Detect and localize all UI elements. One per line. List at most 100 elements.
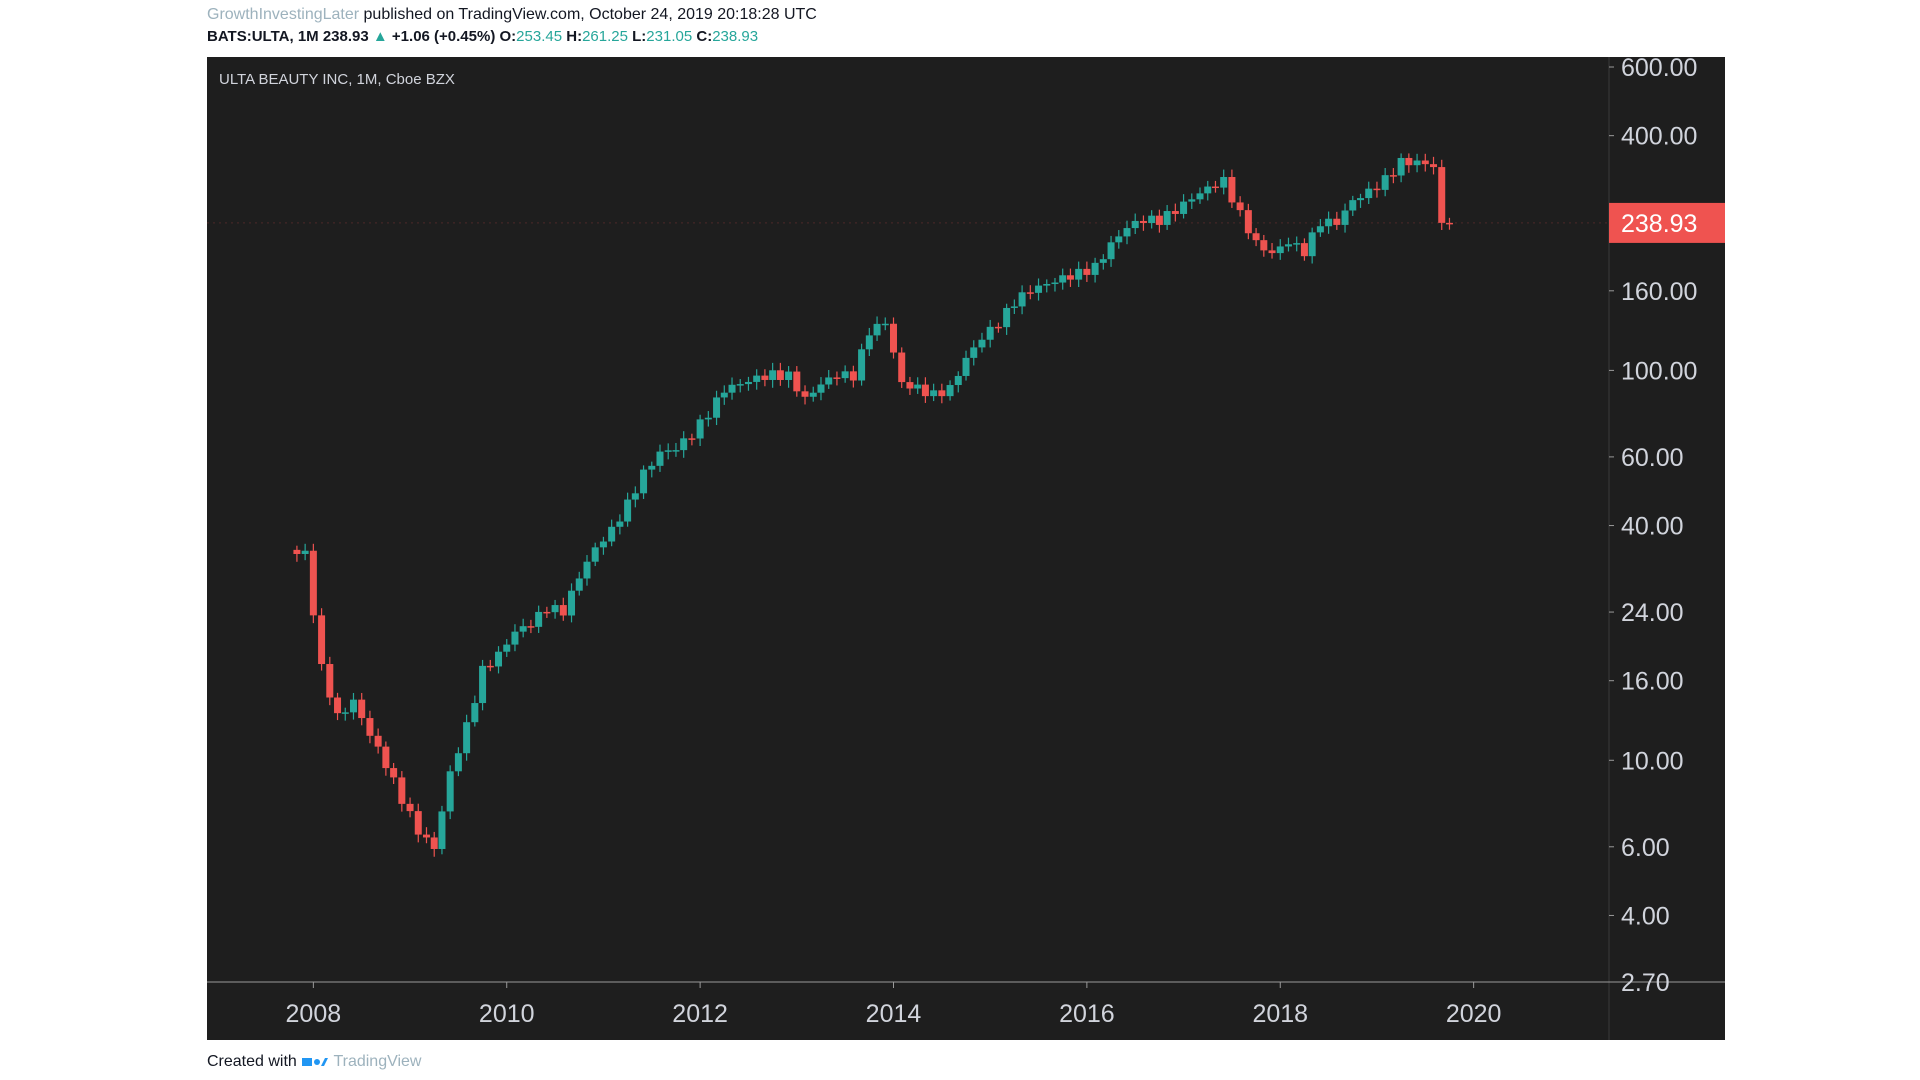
candle-body — [1059, 275, 1067, 283]
candle-body — [761, 375, 769, 380]
candle-body — [1308, 232, 1316, 257]
price-tick-label: 400.00 — [1621, 123, 1697, 151]
candle-body — [1018, 292, 1026, 307]
price-tick-label: 16.00 — [1621, 668, 1684, 696]
candle-body — [374, 735, 382, 747]
candle-body — [680, 438, 688, 451]
candle-body — [776, 370, 784, 380]
candle-body — [1051, 282, 1059, 285]
candle-body — [358, 699, 366, 719]
candle-body — [599, 541, 607, 548]
candle-body — [801, 391, 809, 397]
publish-line: GrowthInvestingLater published on Tradin… — [207, 4, 817, 26]
candle-body — [1026, 292, 1034, 294]
candle-body — [1333, 218, 1341, 225]
candle-body — [736, 384, 744, 386]
candle-body — [1389, 175, 1397, 177]
candle-body — [1381, 175, 1389, 190]
candle-body — [1405, 157, 1413, 166]
price-tick-label: 4.00 — [1621, 902, 1670, 930]
candle-body — [978, 339, 986, 348]
candle-body — [414, 811, 422, 835]
candle-body — [591, 547, 599, 562]
open-value: 253.45 — [516, 28, 563, 45]
candle-body — [1293, 243, 1301, 245]
candle-body — [463, 722, 471, 754]
candle-body — [1155, 215, 1163, 225]
candle-body — [906, 382, 914, 389]
price-tick-label: 40.00 — [1621, 513, 1684, 541]
symbol-label: BATS:ULTA, 1M — [207, 28, 319, 45]
candle-body — [785, 371, 793, 380]
candle-body — [664, 450, 672, 452]
candle-body — [366, 718, 374, 736]
candle-body — [422, 834, 430, 838]
time-tick-label: 2014 — [866, 1000, 922, 1028]
candle-body — [704, 417, 712, 420]
candle-body — [1003, 307, 1011, 328]
last-price-badge — [1609, 202, 1725, 243]
candle-body — [696, 419, 704, 439]
high-label: H: — [566, 28, 583, 45]
candle-body — [430, 837, 438, 849]
candle-body — [446, 771, 454, 812]
author-link[interactable]: GrowthInvestingLater — [207, 6, 360, 23]
candle-body — [1316, 226, 1324, 233]
candle-body — [1276, 246, 1284, 254]
published-text: published on TradingView.com, October 24… — [363, 6, 817, 23]
candle-body — [1148, 215, 1156, 224]
candle-body — [318, 615, 326, 665]
candle-body — [1075, 268, 1083, 280]
candle-body — [640, 469, 648, 494]
candlestick-chart[interactable]: 600.00400.00240.00160.00100.0060.0040.00… — [207, 57, 1725, 1040]
candle-body — [1091, 262, 1099, 275]
close-label: C: — [696, 28, 713, 45]
candle-body — [1438, 167, 1446, 223]
candle-body — [503, 644, 511, 652]
candle-body — [1397, 157, 1405, 176]
candle-body — [1115, 236, 1123, 243]
candle-body — [1220, 177, 1228, 188]
candle-body — [898, 352, 906, 383]
candle-body — [873, 323, 881, 336]
time-tick-label: 2016 — [1059, 1000, 1115, 1028]
candle-body — [479, 665, 487, 704]
candle-body — [1244, 210, 1252, 234]
candle-body — [986, 326, 994, 340]
candle-body — [486, 665, 494, 668]
candle-body — [1107, 242, 1115, 260]
chart-panel[interactable]: 600.00400.00240.00160.00100.0060.0040.00… — [207, 57, 1725, 1040]
price-label: 238.93 — [322, 28, 369, 45]
candle-body — [713, 397, 721, 418]
candle-body — [858, 349, 866, 381]
candle-body — [946, 385, 954, 397]
candle-body — [889, 323, 897, 353]
candle-body — [326, 664, 334, 698]
candle-body — [1163, 211, 1171, 225]
candle-body — [341, 712, 349, 714]
candle-body — [1341, 210, 1349, 225]
candle-body — [1196, 193, 1204, 200]
candle-body — [575, 578, 583, 591]
ohlc-line: BATS:ULTA, 1M 238.93 ▲ +1.06 (+0.45%) O:… — [207, 26, 817, 48]
candle-body — [543, 611, 551, 614]
candle-body — [1236, 202, 1244, 211]
candle-body — [1325, 218, 1333, 227]
footer: Created with TradingView — [207, 1053, 421, 1071]
time-tick-label: 2020 — [1446, 1000, 1502, 1028]
candle-body — [1421, 160, 1429, 165]
price-tick-label: 24.00 — [1621, 599, 1684, 627]
candle-body — [728, 384, 736, 393]
price-tick-label: 6.00 — [1621, 834, 1670, 862]
candle-body — [568, 590, 576, 616]
candle-body — [1357, 198, 1365, 201]
candle-body — [970, 347, 978, 358]
candle-body — [841, 371, 849, 379]
candle-body — [914, 384, 922, 389]
up-arrow-icon: ▲ — [372, 28, 388, 45]
low-label: L: — [632, 28, 647, 45]
candle-body — [1268, 250, 1276, 254]
tradingview-brand[interactable]: TradingView — [333, 1053, 422, 1070]
candle-body — [631, 493, 639, 500]
candle-body — [1035, 285, 1043, 293]
